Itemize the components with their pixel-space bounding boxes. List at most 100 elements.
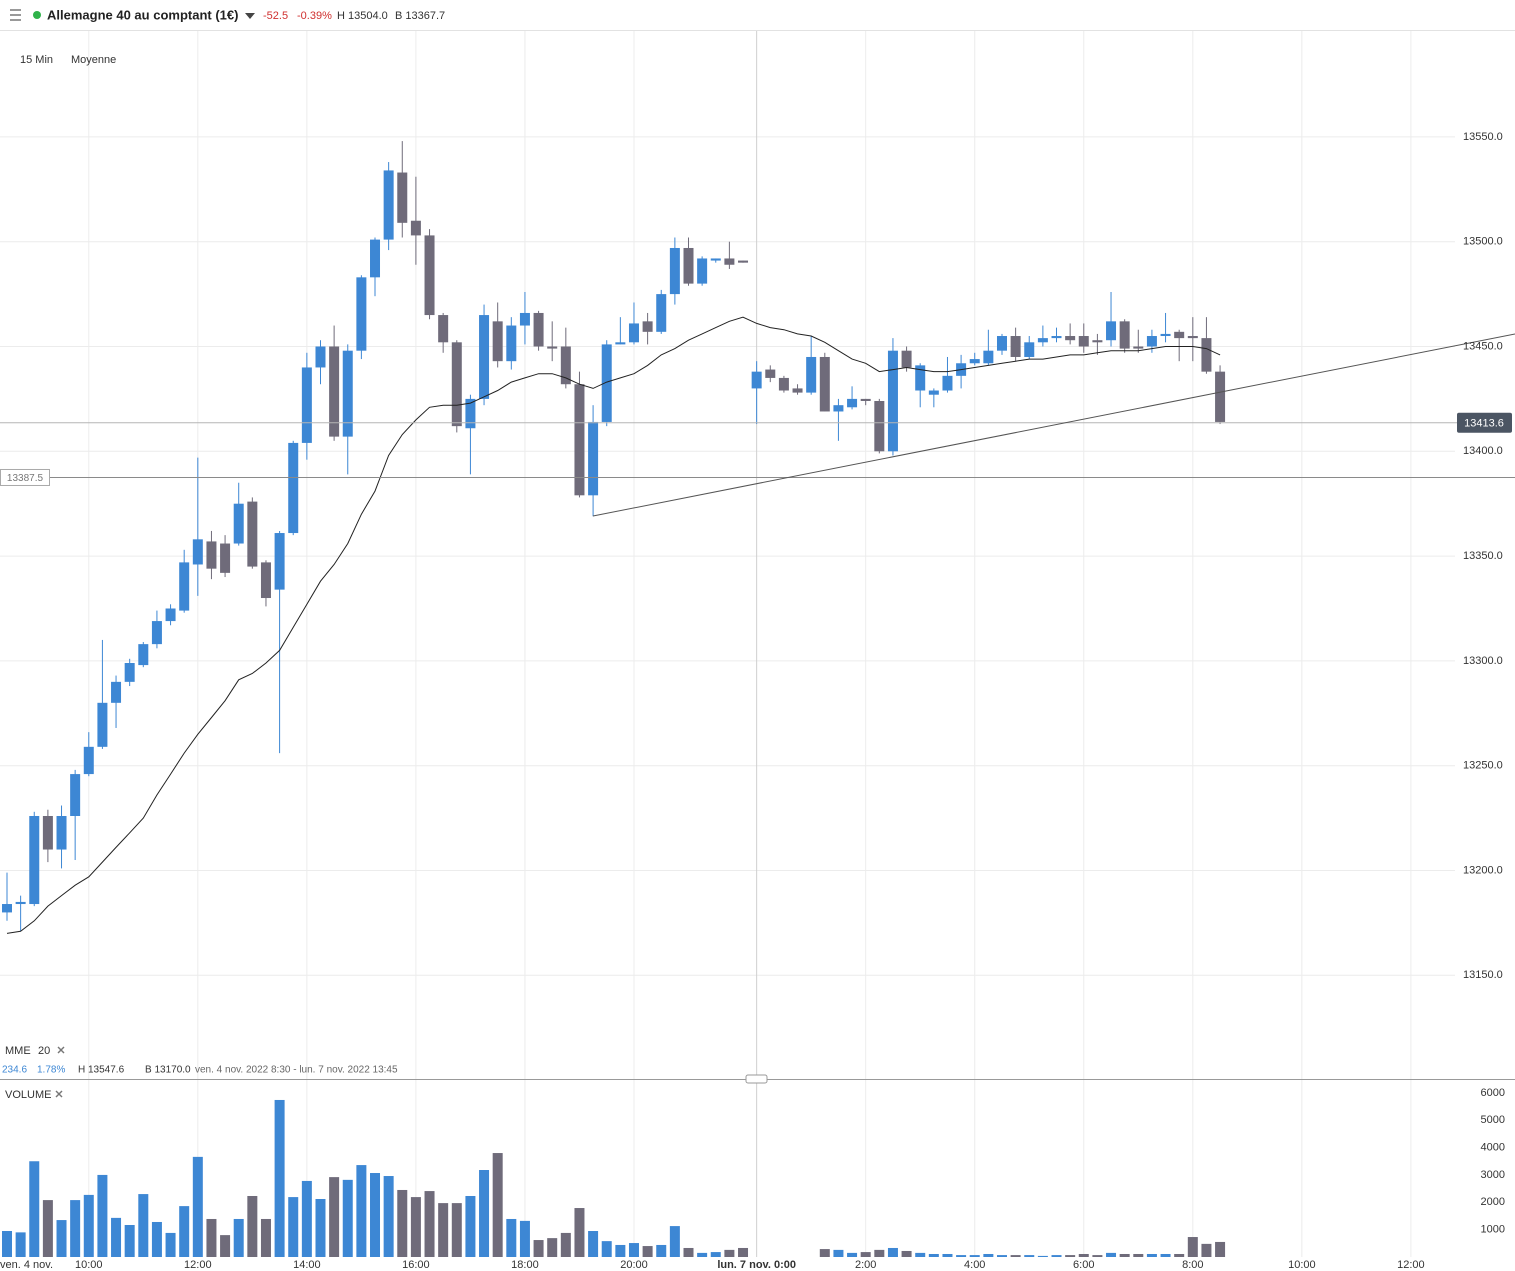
candle-body [1119, 321, 1130, 349]
volume-bar [615, 1244, 626, 1257]
volume-bar [451, 1203, 462, 1257]
volume-bar [1037, 1255, 1048, 1257]
style-button[interactable]: Moyenne [71, 54, 116, 66]
candle-body [601, 344, 612, 422]
candle-body [710, 258, 721, 261]
status-dot [33, 11, 41, 19]
candle-body [1037, 338, 1048, 343]
candle-body [56, 816, 67, 850]
candle-body [1201, 338, 1212, 372]
volume-bar [479, 1170, 490, 1257]
volume-close[interactable] [55, 1090, 63, 1098]
volume-bar [942, 1253, 953, 1257]
candle-body [1106, 321, 1117, 341]
candle-body [519, 312, 530, 326]
volume-bar [547, 1238, 558, 1257]
volume-bar [220, 1235, 231, 1257]
volume-bar [397, 1189, 408, 1257]
volume-bar [710, 1252, 721, 1257]
candle-body [1160, 333, 1171, 337]
volume-bar [1146, 1253, 1157, 1257]
volume-bar [274, 1099, 285, 1257]
dropdown-caret[interactable] [245, 13, 255, 19]
volume-bar [533, 1240, 544, 1257]
candle-body [479, 315, 490, 399]
volume-bar [29, 1161, 40, 1257]
volume-bar [642, 1246, 653, 1257]
candle-body [669, 247, 680, 295]
volume-bar [301, 1180, 312, 1257]
volume-bar [819, 1249, 830, 1257]
menu-icon[interactable] [10, 9, 21, 21]
candle-body [942, 375, 953, 391]
volume-tick-label: 4000 [1481, 1141, 1505, 1153]
volume-bar [683, 1247, 694, 1257]
candle-body [301, 367, 312, 443]
volume-bar [628, 1243, 639, 1257]
volume-bar [901, 1250, 912, 1257]
volume-bar [1051, 1255, 1062, 1257]
trend-line [592, 333, 1515, 517]
x-tick-label: 8:00 [1182, 1259, 1203, 1271]
volume-bar [247, 1195, 258, 1257]
candle-body [70, 774, 81, 816]
volume-bar [874, 1249, 885, 1257]
instrument-title[interactable]: Allemagne 40 au comptant (1€) [47, 7, 238, 22]
x-tick-label: lun. 7 nov. 0:00 [717, 1259, 796, 1271]
volume-bar [847, 1252, 858, 1257]
ema-line [6, 316, 1221, 934]
high-label: H 13504.0 [337, 10, 388, 22]
candle-body [628, 323, 639, 343]
x-tick-label: 4:00 [964, 1259, 985, 1271]
y-tick-label: 13300.0 [1463, 655, 1503, 667]
candle-body [928, 390, 939, 395]
candle-body [329, 346, 340, 437]
volume-bar [1010, 1255, 1021, 1257]
candle-body [847, 398, 858, 408]
change-pct: -0.39% [297, 10, 332, 22]
y-tick-label: 13350.0 [1463, 550, 1503, 562]
candle-body [1174, 331, 1185, 339]
candle-body [806, 356, 817, 393]
candle-body [819, 356, 830, 412]
candle-body [492, 321, 503, 362]
candle-body [151, 621, 162, 645]
candle-body [315, 346, 326, 368]
volume-bar [315, 1199, 326, 1257]
volume-bar [956, 1255, 967, 1257]
volume-bar [260, 1218, 271, 1257]
x-tick-label: ven. 4 nov. [0, 1259, 53, 1271]
candle-body [1078, 336, 1089, 347]
interval-button[interactable]: 15 Min [20, 54, 53, 66]
candle-body [42, 816, 53, 850]
volume-bar [233, 1218, 244, 1257]
volume-bar [492, 1153, 503, 1257]
indicator-close[interactable] [57, 1046, 65, 1054]
candle-body [1092, 340, 1103, 343]
candle-body [383, 170, 394, 240]
volume-bar [70, 1200, 81, 1257]
volume-bar [1065, 1255, 1076, 1257]
volume-bar [915, 1252, 926, 1257]
candle-body [138, 644, 149, 666]
volume-tick-label: 6000 [1481, 1087, 1505, 1099]
candle-body [179, 562, 190, 611]
candle-body [1065, 336, 1076, 341]
panel-resize-handle[interactable] [745, 1074, 768, 1084]
labels-layer: 13150.0 13200.0 13250.0 13300.0 13350.0 13400… [0, 131, 1512, 1271]
candle-body [165, 608, 176, 622]
volume-bar [1106, 1252, 1117, 1257]
volume-bar [1078, 1253, 1089, 1257]
volume-bar [424, 1191, 435, 1257]
volume-bar [97, 1174, 108, 1257]
candle-body [642, 321, 653, 332]
volume-bar [124, 1224, 135, 1257]
candle-body [83, 746, 94, 775]
volume-bar [574, 1208, 585, 1257]
volume-bar [1187, 1237, 1198, 1257]
volume-bar [1024, 1255, 1035, 1257]
x-tick-label: 12:00 [184, 1259, 212, 1271]
candle-body [97, 702, 108, 747]
volume-bar [833, 1249, 844, 1257]
candle-body [451, 342, 462, 427]
